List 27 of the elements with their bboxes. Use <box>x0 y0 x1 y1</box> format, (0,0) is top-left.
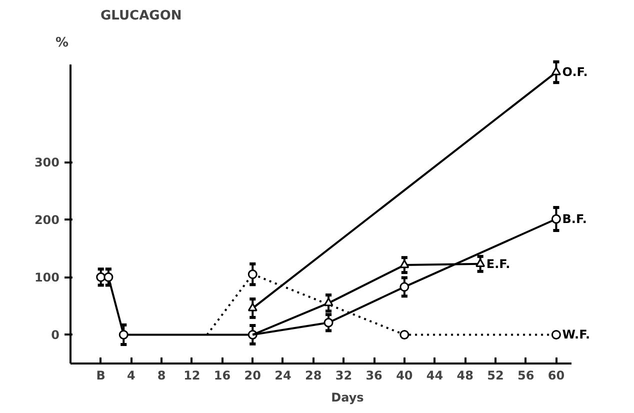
x-tick-label: 12 <box>184 368 200 382</box>
y-tick-label: 0 <box>51 328 60 342</box>
x-tick-label: 4 <box>127 368 136 382</box>
x-tick-label: 28 <box>305 368 322 382</box>
x-tick-label: 48 <box>456 368 474 382</box>
x-axis-title: Days <box>331 390 364 404</box>
x-tick-label: 56 <box>517 368 534 382</box>
series-label: E.F. <box>486 256 510 271</box>
x-tick-label: 40 <box>396 368 413 382</box>
y-tick-label: 200 <box>34 213 60 228</box>
x-tick-label: 20 <box>244 368 261 382</box>
x-tick-label: 24 <box>274 368 292 382</box>
x-tick-label: 32 <box>335 368 352 382</box>
x-tick-label: 16 <box>214 368 231 382</box>
series-label: W.F. <box>562 328 590 342</box>
chart-title: GLUCAGON <box>100 8 182 24</box>
x-tick-label: 60 <box>548 368 565 382</box>
series-label: B.F. <box>562 212 587 226</box>
x-tick-label: 8 <box>157 368 166 382</box>
y-tick-label: 100 <box>34 270 60 285</box>
series-label: O.F. <box>562 65 588 80</box>
x-tick-label: B <box>96 368 106 382</box>
x-tick-label: 44 <box>426 368 444 382</box>
x-tick-label: 36 <box>366 368 382 382</box>
y-tick-label: 300 <box>34 156 60 170</box>
x-tick-label: 52 <box>487 368 504 382</box>
y-axis-title: % <box>56 36 69 50</box>
